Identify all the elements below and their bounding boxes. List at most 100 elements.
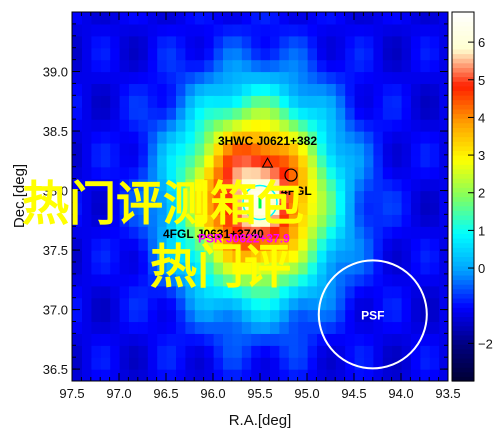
heatmap-cell xyxy=(419,47,430,61)
heatmap-cell xyxy=(307,23,317,37)
colorbar-segment xyxy=(452,113,474,119)
heatmap-cell xyxy=(438,23,448,37)
heatmap-cell xyxy=(128,214,139,227)
heatmap-cell xyxy=(297,131,308,144)
heatmap-cell xyxy=(391,142,402,156)
heatmap-cell xyxy=(419,154,430,168)
heatmap-cell xyxy=(194,214,205,227)
heatmap-cell xyxy=(278,261,289,275)
heatmap-cell xyxy=(203,214,214,227)
heatmap-cell xyxy=(109,178,120,192)
heatmap-cell xyxy=(222,309,233,323)
heatmap-cell xyxy=(147,166,158,180)
heatmap-cell xyxy=(278,357,289,370)
heatmap-cell xyxy=(166,12,176,25)
heatmap-cell xyxy=(203,297,214,311)
heatmap-cell xyxy=(222,71,233,85)
colorbar-segment xyxy=(452,48,474,55)
heatmap-cell xyxy=(410,119,421,132)
heatmap-cell xyxy=(250,154,261,168)
heatmap-cell xyxy=(72,47,73,61)
heatmap-cell xyxy=(363,214,374,227)
heatmap-cell xyxy=(429,178,440,192)
heatmap-cell xyxy=(278,297,289,311)
heatmap-cell xyxy=(429,142,440,156)
heatmap-cell xyxy=(354,357,364,370)
heatmap-cell xyxy=(100,83,111,96)
heatmap-cell xyxy=(354,273,364,287)
heatmap-cell xyxy=(231,273,242,287)
heatmap-cell xyxy=(335,166,346,180)
heatmap-cell xyxy=(175,131,186,144)
heatmap-cell xyxy=(156,369,167,381)
heatmap-cell xyxy=(72,261,82,275)
heatmap-cell xyxy=(231,261,242,275)
heatmap-cell xyxy=(241,35,252,49)
heatmap-cell xyxy=(401,71,411,85)
heatmap-cell xyxy=(419,142,430,156)
heatmap-cell xyxy=(344,250,355,263)
heatmap-cell xyxy=(109,83,120,96)
heatmap-cell xyxy=(231,59,242,73)
heatmap-cell xyxy=(81,119,92,132)
heatmap-cell xyxy=(213,226,223,239)
heatmap-cell xyxy=(166,273,176,287)
colorbar-segment xyxy=(452,251,474,258)
colorbar-segment xyxy=(452,284,474,290)
heatmap-cell xyxy=(335,261,346,275)
heatmap-cell xyxy=(166,95,176,108)
heatmap-cell xyxy=(288,83,299,96)
heatmap-cell xyxy=(278,107,289,120)
heatmap-cell xyxy=(175,95,186,108)
heatmap-cell xyxy=(278,71,289,85)
heatmap-cell xyxy=(166,107,176,120)
heatmap-cell xyxy=(429,285,440,299)
heatmap-cell xyxy=(354,23,364,37)
heatmap-cell xyxy=(90,95,101,108)
heatmap-cell xyxy=(203,154,214,168)
heatmap-cell xyxy=(128,178,139,192)
heatmap-cell xyxy=(307,214,317,227)
heatmap-cell xyxy=(429,345,440,358)
heatmap-cell xyxy=(194,178,205,192)
heatmap-cell xyxy=(382,238,393,251)
heatmap-cell xyxy=(184,321,195,334)
heatmap-cell xyxy=(278,214,289,227)
heatmap-cell xyxy=(316,250,327,263)
heatmap-cell xyxy=(175,142,186,156)
heatmap-cell xyxy=(222,142,233,156)
heatmap-cell xyxy=(147,59,158,73)
heatmap-cell xyxy=(128,321,139,334)
heatmap-cell xyxy=(231,250,242,263)
heatmap-cell xyxy=(203,83,214,96)
heatmap-cell xyxy=(278,35,289,49)
heatmap-cell xyxy=(438,166,448,180)
colorbar-segment xyxy=(452,288,474,294)
heatmap-cell xyxy=(156,35,167,49)
heatmap-cell xyxy=(325,23,336,37)
heatmap-cell xyxy=(307,202,317,215)
heatmap-cell xyxy=(72,345,73,358)
heatmap-cell xyxy=(344,321,355,334)
heatmap-cell xyxy=(194,309,205,323)
heatmap-cell xyxy=(128,142,139,156)
heatmap-cell xyxy=(260,238,270,251)
heatmap-cell xyxy=(128,238,139,251)
heatmap-cell xyxy=(137,250,148,263)
heatmap-cell xyxy=(316,357,327,370)
heatmap-cell xyxy=(363,285,374,299)
heatmap-cell xyxy=(419,23,430,37)
heatmap-cell xyxy=(354,309,364,323)
heatmap-cell xyxy=(335,142,346,156)
heatmap-cell xyxy=(269,107,280,120)
colorbar-segment xyxy=(452,339,474,345)
heatmap-cell xyxy=(354,285,364,299)
colorbar-segment xyxy=(452,321,474,327)
heatmap-cell xyxy=(194,273,205,287)
heatmap-cell xyxy=(175,154,186,168)
colorbar-segment xyxy=(452,16,474,22)
heatmap-cell xyxy=(372,273,383,287)
heatmap-cell xyxy=(166,178,176,192)
heatmap-cell xyxy=(354,261,364,275)
heatmap-cell xyxy=(166,238,176,251)
